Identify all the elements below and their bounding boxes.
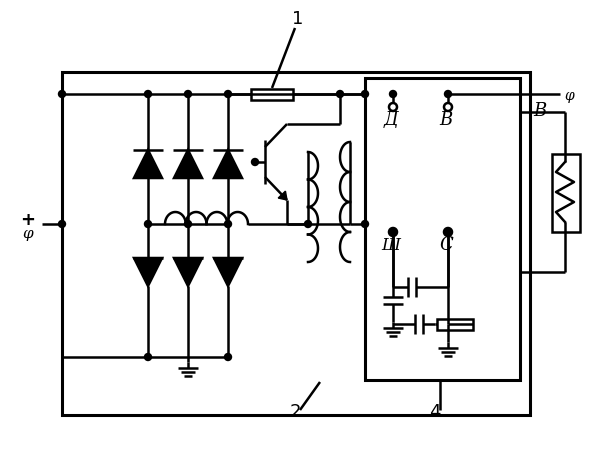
Circle shape (389, 228, 397, 236)
Circle shape (389, 91, 397, 98)
Text: В: В (533, 102, 547, 120)
Circle shape (145, 354, 151, 361)
Circle shape (389, 103, 397, 111)
Text: 1: 1 (292, 10, 304, 28)
Circle shape (224, 91, 232, 98)
Circle shape (185, 91, 191, 98)
Circle shape (361, 91, 368, 98)
Polygon shape (278, 191, 287, 200)
Circle shape (251, 159, 259, 166)
Text: В: В (439, 111, 452, 129)
Circle shape (59, 91, 65, 98)
Bar (62, 72, 530, 415)
Polygon shape (174, 258, 202, 286)
Circle shape (224, 220, 232, 228)
Circle shape (305, 220, 311, 228)
Circle shape (59, 220, 65, 228)
Text: 4: 4 (429, 403, 441, 421)
Bar (552, 154, 580, 232)
Text: С: С (439, 236, 453, 254)
Text: φ: φ (564, 89, 574, 103)
Text: 2: 2 (289, 403, 301, 421)
Circle shape (389, 228, 397, 236)
Polygon shape (214, 258, 242, 286)
Circle shape (145, 91, 151, 98)
Circle shape (445, 91, 452, 98)
Text: +: + (20, 211, 35, 229)
Bar (251, 89, 293, 100)
Circle shape (224, 354, 232, 361)
Circle shape (444, 228, 452, 236)
Polygon shape (174, 150, 202, 178)
Text: φ: φ (23, 227, 34, 241)
Bar (365, 78, 520, 380)
Circle shape (445, 228, 452, 236)
Circle shape (145, 220, 151, 228)
Text: Д: Д (383, 111, 398, 129)
Polygon shape (134, 150, 162, 178)
Bar (437, 319, 473, 329)
Polygon shape (134, 258, 162, 286)
Circle shape (444, 103, 452, 111)
Circle shape (361, 220, 368, 228)
Text: Ш: Ш (382, 237, 401, 254)
Polygon shape (214, 150, 242, 178)
Circle shape (337, 91, 343, 98)
Circle shape (185, 220, 191, 228)
